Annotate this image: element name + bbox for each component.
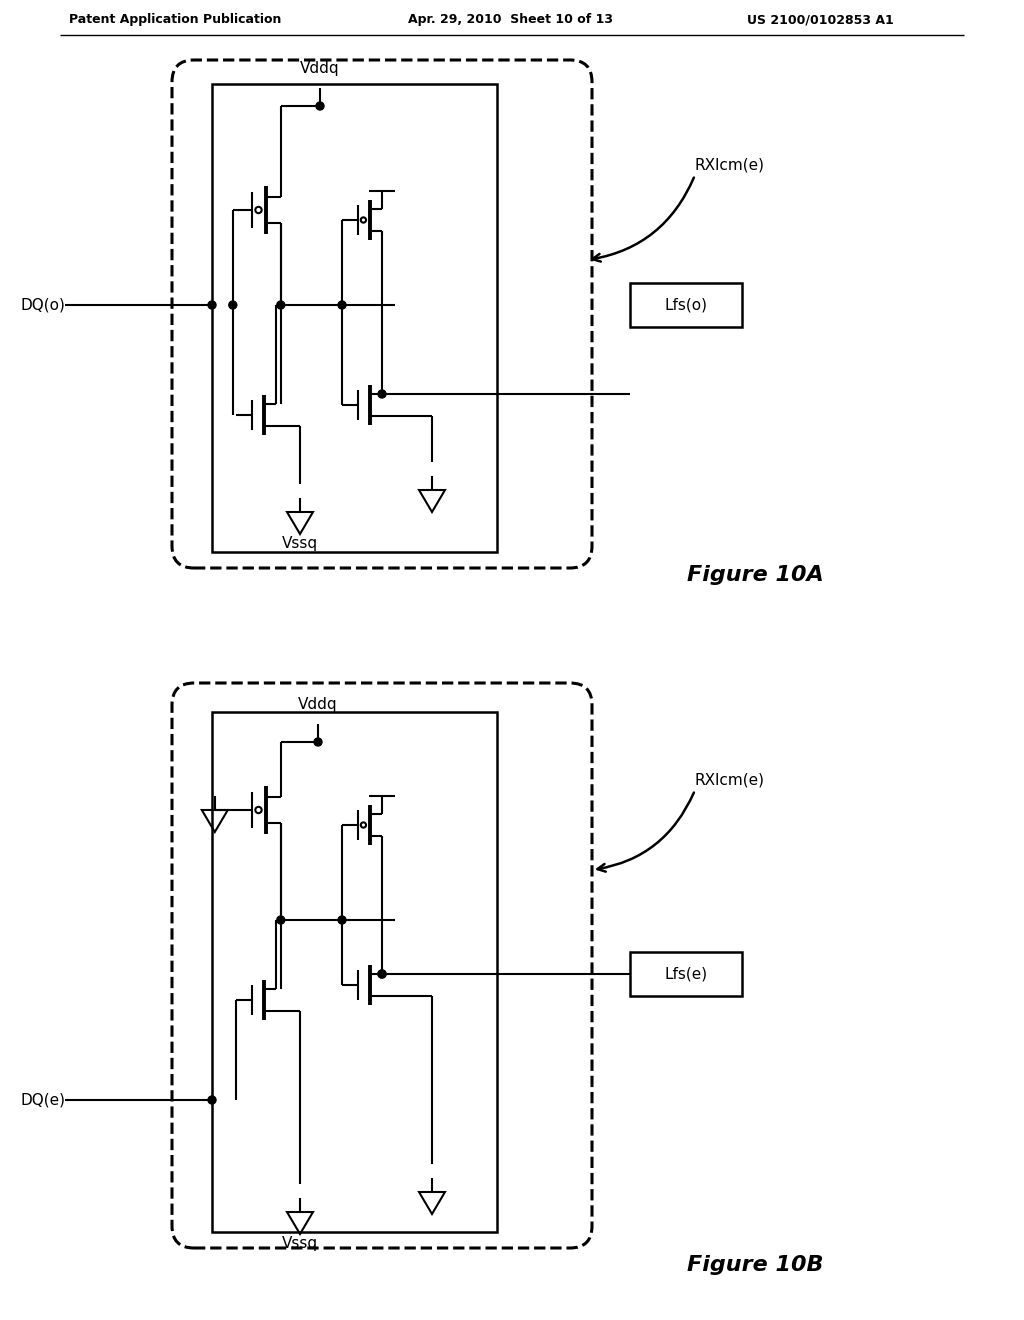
Circle shape — [378, 970, 386, 978]
Circle shape — [276, 301, 285, 309]
Bar — [212, 84, 497, 552]
Circle shape — [378, 970, 386, 978]
Text: Vssq: Vssq — [282, 536, 318, 550]
FancyArrowPatch shape — [597, 792, 694, 871]
Text: RXlcm(e): RXlcm(e) — [695, 772, 765, 788]
Circle shape — [338, 301, 346, 309]
Text: RXlcm(e): RXlcm(e) — [695, 157, 765, 173]
Circle shape — [276, 916, 285, 924]
Text: Vddq: Vddq — [298, 697, 338, 711]
Text: Vddq: Vddq — [300, 61, 340, 77]
Text: US 2100/0102853 A1: US 2100/0102853 A1 — [746, 13, 893, 26]
Circle shape — [208, 301, 216, 309]
Bar — [630, 282, 742, 327]
Circle shape — [228, 301, 237, 309]
FancyArrowPatch shape — [593, 178, 694, 261]
Text: Figure 10A: Figure 10A — [687, 565, 823, 585]
Text: DQ(o): DQ(o) — [20, 297, 65, 313]
Circle shape — [378, 389, 386, 399]
Circle shape — [316, 102, 324, 110]
Circle shape — [314, 738, 322, 746]
Text: Apr. 29, 2010  Sheet 10 of 13: Apr. 29, 2010 Sheet 10 of 13 — [408, 13, 612, 26]
Text: Lfs(e): Lfs(e) — [665, 966, 708, 982]
Text: Patent Application Publication: Patent Application Publication — [69, 13, 282, 26]
Text: Lfs(o): Lfs(o) — [665, 297, 708, 313]
Text: Figure 10B: Figure 10B — [687, 1255, 823, 1275]
Text: DQ(e): DQ(e) — [20, 1093, 65, 1107]
Bar — [212, 711, 497, 1232]
Circle shape — [338, 916, 346, 924]
Text: Vssq: Vssq — [282, 1236, 318, 1251]
Bar — [630, 952, 742, 997]
Circle shape — [208, 1096, 216, 1104]
